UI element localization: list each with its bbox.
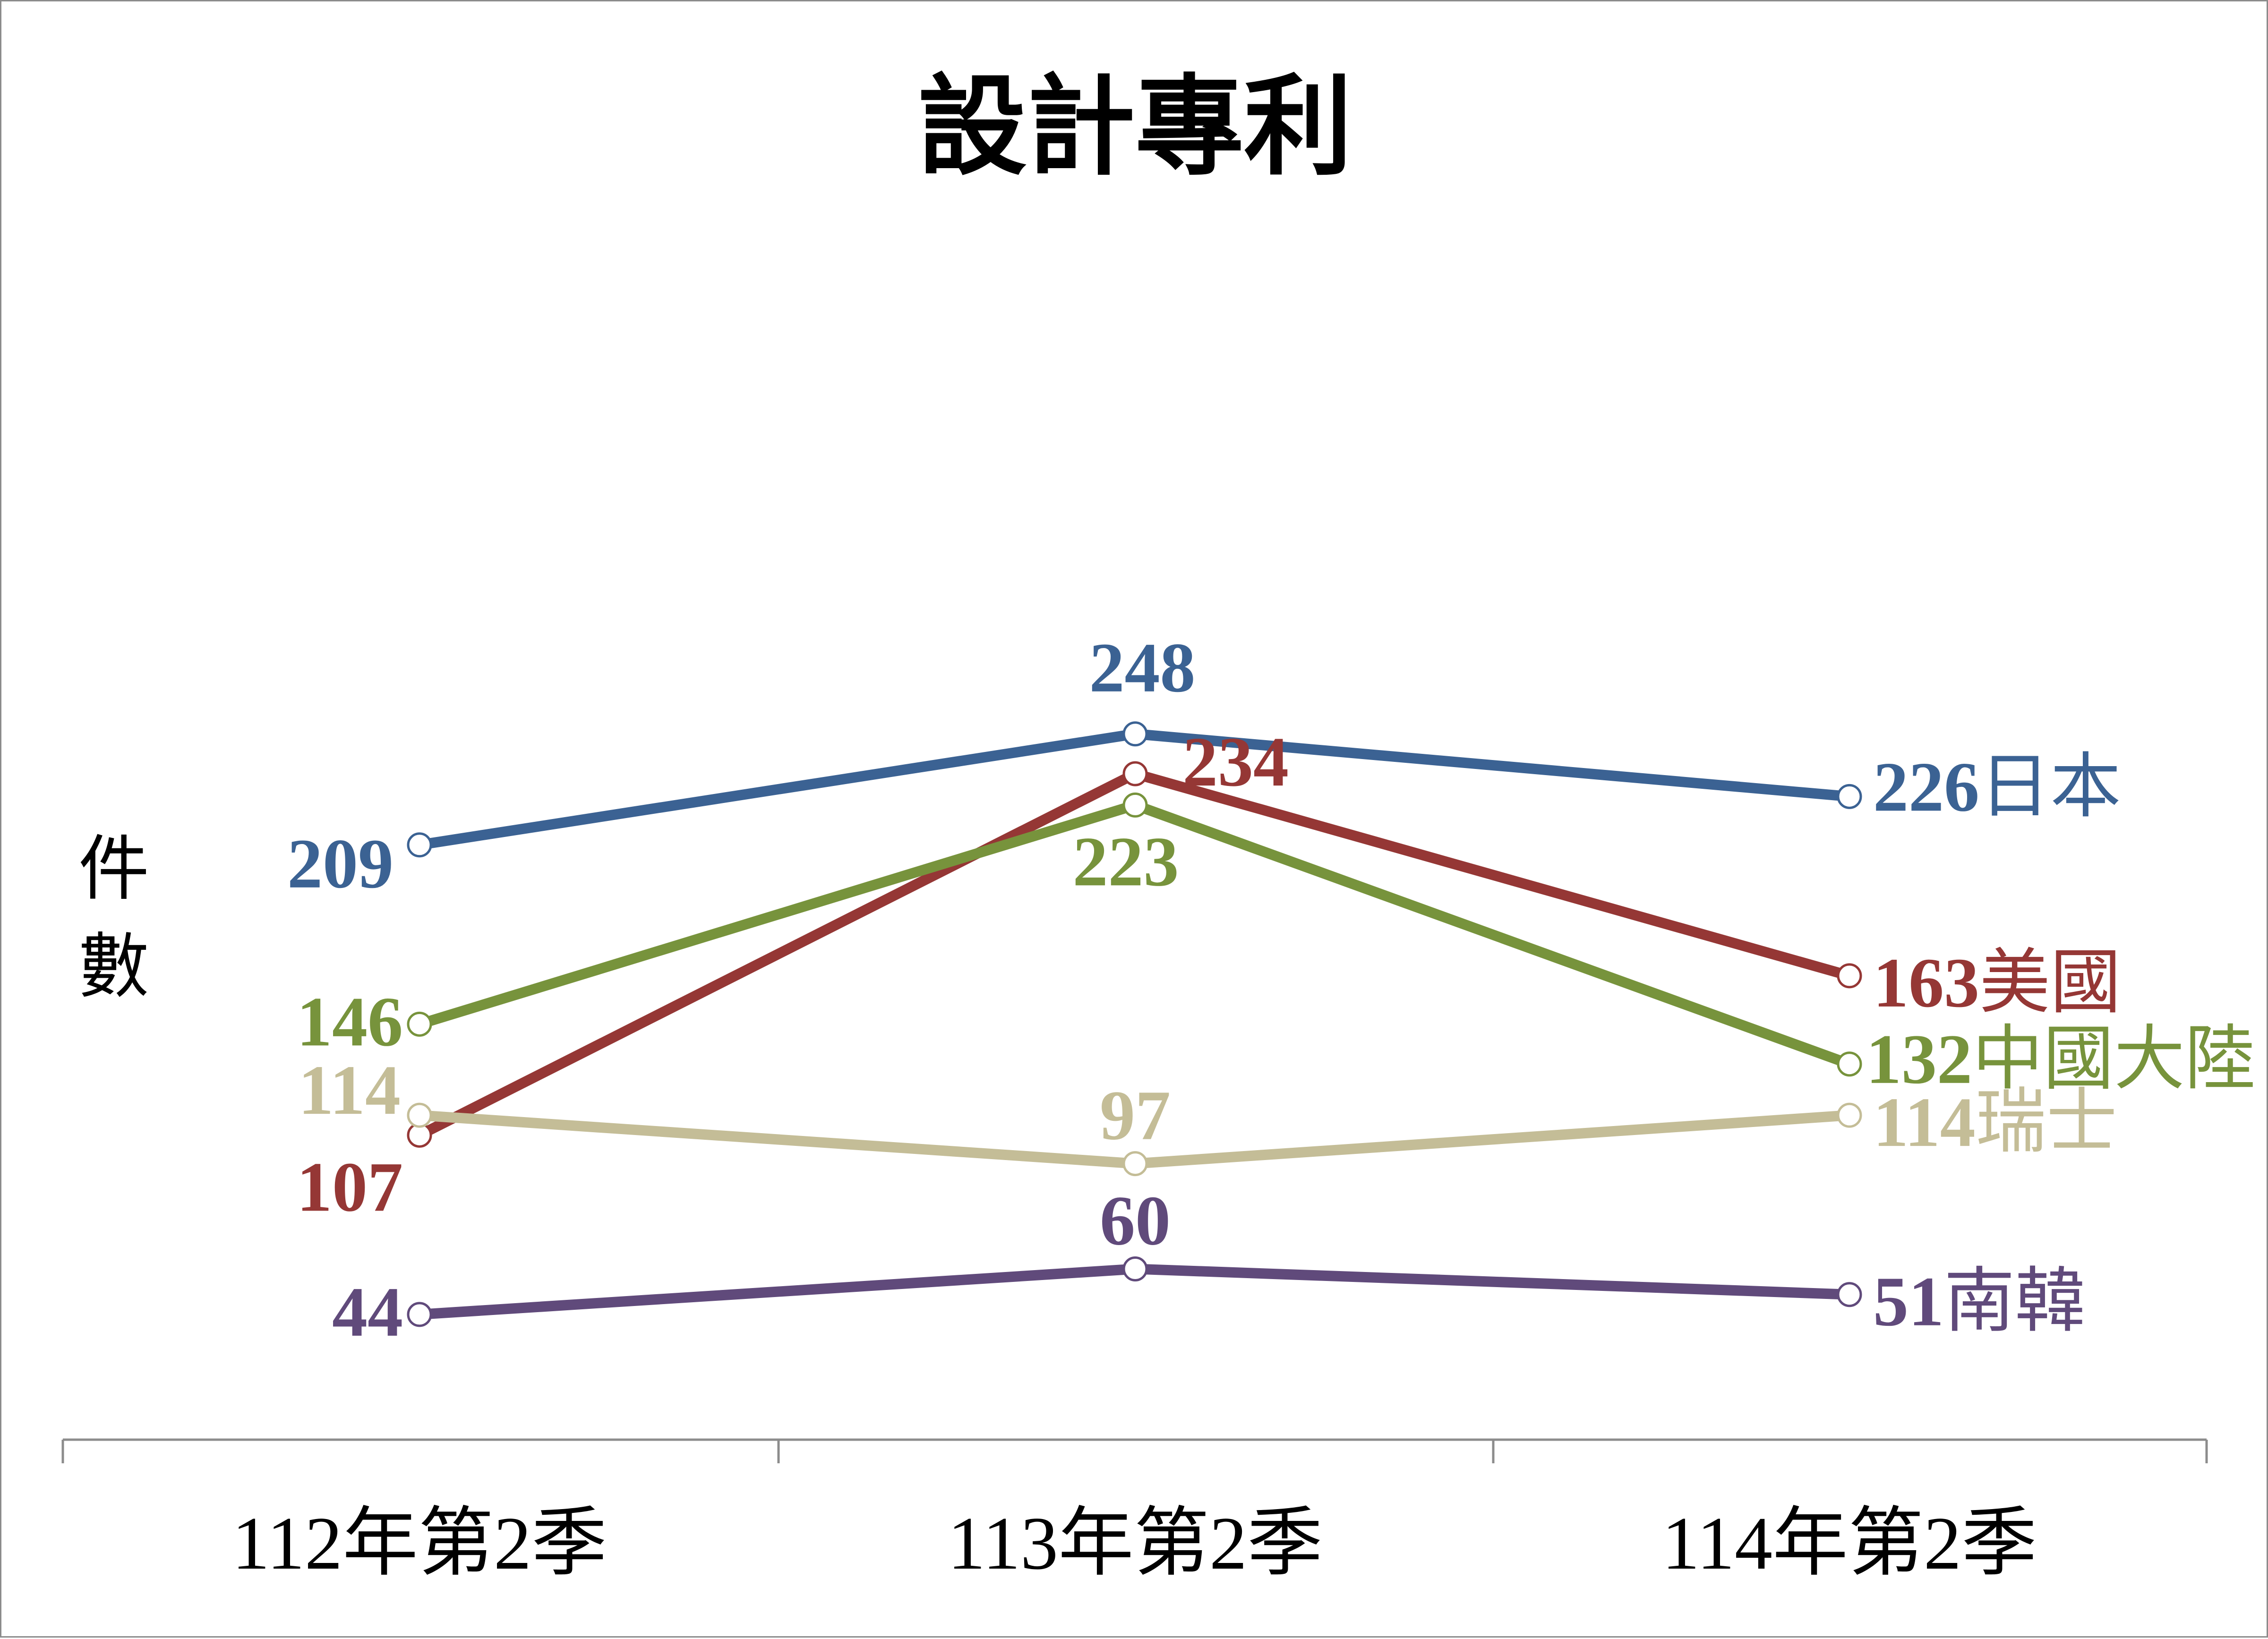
data-point — [407, 832, 432, 858]
data-point — [1122, 721, 1148, 747]
series-name-label: 南韓 — [1944, 1263, 2086, 1341]
data-label: 163 — [1873, 944, 1979, 1022]
series-name-label: 瑞士 — [1976, 1083, 2117, 1161]
data-label: 97 — [1100, 1076, 1171, 1155]
data-label: 51 — [1873, 1263, 1944, 1341]
data-point — [407, 1011, 432, 1037]
data-label: 114 — [298, 1051, 401, 1129]
data-label: 223 — [1073, 822, 1179, 901]
data-point — [1122, 1151, 1148, 1177]
data-label: 226 — [1873, 748, 1979, 826]
series-name-label: 美國 — [1979, 944, 2121, 1022]
data-label: 107 — [297, 1148, 403, 1226]
data-point — [1122, 761, 1148, 786]
data-label: 146 — [297, 982, 403, 1061]
data-point — [407, 1102, 432, 1128]
end-label: 226日本 — [1873, 748, 2121, 826]
data-label: 209 — [287, 825, 394, 903]
data-point — [407, 1302, 432, 1327]
end-label: 132中國大陸 — [1866, 1020, 2256, 1099]
series-name-label: 日本 — [1979, 748, 2121, 826]
y-axis-label: 數 — [78, 926, 149, 1008]
series-name-label: 中國大陸 — [1972, 1020, 2256, 1099]
data-point — [1837, 784, 1862, 809]
data-point — [1837, 963, 1862, 989]
data-point — [1122, 792, 1148, 818]
data-label: 60 — [1100, 1182, 1171, 1260]
data-point — [1837, 1282, 1862, 1307]
x-tick-label: 113年第2季 — [948, 1501, 1323, 1585]
data-point — [1122, 1256, 1148, 1281]
series-group — [407, 721, 1862, 1327]
end-label: 114瑞士 — [1873, 1083, 2117, 1161]
y-axis-label: 件 — [78, 828, 149, 910]
x-axis: 112年第2季 113年第2季 114年第2季 — [61, 1438, 2208, 1585]
data-point — [1837, 1051, 1862, 1077]
data-label: 248 — [1089, 629, 1196, 707]
end-label: 51南韓 — [1873, 1263, 2086, 1341]
data-label: 234 — [1182, 723, 1289, 801]
x-tick-label: 112年第2季 — [232, 1501, 607, 1585]
chart-title: 設計專利 — [918, 63, 1352, 190]
data-label: 132 — [1866, 1020, 1972, 1099]
x-tick-label: 114年第2季 — [1662, 1501, 2037, 1585]
data-label: 114 — [1873, 1083, 1976, 1161]
data-point — [1837, 1102, 1862, 1128]
end-label: 163美國 — [1873, 944, 2121, 1022]
data-label: 44 — [332, 1273, 403, 1351]
